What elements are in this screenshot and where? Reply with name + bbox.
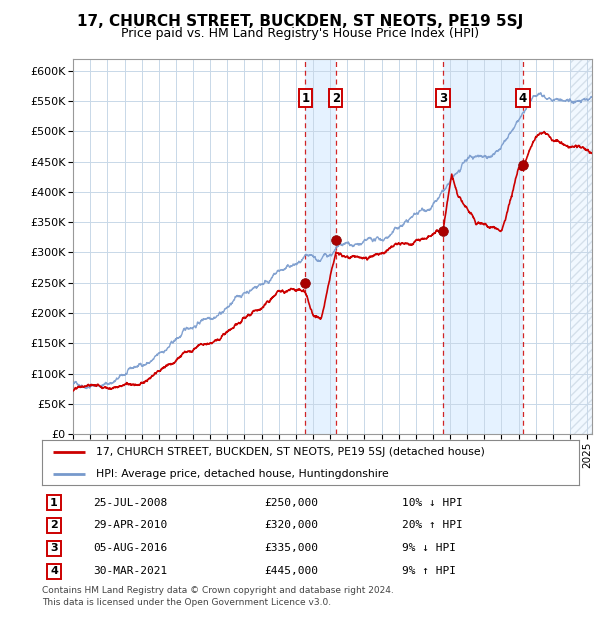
- Text: 20% ↑ HPI: 20% ↑ HPI: [402, 520, 463, 531]
- Text: 05-AUG-2016: 05-AUG-2016: [93, 543, 167, 554]
- Text: £320,000: £320,000: [264, 520, 318, 531]
- Text: 10% ↓ HPI: 10% ↓ HPI: [402, 497, 463, 508]
- Text: 1: 1: [50, 497, 58, 508]
- Text: 2: 2: [332, 92, 340, 105]
- Text: 29-APR-2010: 29-APR-2010: [93, 520, 167, 531]
- Bar: [571, 59, 592, 434]
- Text: 9% ↓ HPI: 9% ↓ HPI: [402, 543, 456, 554]
- Text: 9% ↑ HPI: 9% ↑ HPI: [402, 566, 456, 577]
- Text: 17, CHURCH STREET, BUCKDEN, ST NEOTS, PE19 5SJ: 17, CHURCH STREET, BUCKDEN, ST NEOTS, PE…: [77, 14, 523, 29]
- Text: 17, CHURCH STREET, BUCKDEN, ST NEOTS, PE19 5SJ (detached house): 17, CHURCH STREET, BUCKDEN, ST NEOTS, PE…: [96, 447, 485, 458]
- Text: 30-MAR-2021: 30-MAR-2021: [93, 566, 167, 577]
- Text: Price paid vs. HM Land Registry's House Price Index (HPI): Price paid vs. HM Land Registry's House …: [121, 27, 479, 40]
- Text: HPI: Average price, detached house, Huntingdonshire: HPI: Average price, detached house, Hunt…: [96, 469, 388, 479]
- Text: 3: 3: [50, 543, 58, 554]
- Text: 4: 4: [50, 566, 58, 577]
- Text: £335,000: £335,000: [264, 543, 318, 554]
- Bar: [443, 59, 523, 434]
- Bar: [305, 59, 336, 434]
- Text: 2: 2: [50, 520, 58, 531]
- Text: £445,000: £445,000: [264, 566, 318, 577]
- Text: 25-JUL-2008: 25-JUL-2008: [93, 497, 167, 508]
- Text: 1: 1: [301, 92, 310, 105]
- Text: 3: 3: [439, 92, 447, 105]
- Text: £250,000: £250,000: [264, 497, 318, 508]
- Text: Contains HM Land Registry data © Crown copyright and database right 2024.
This d: Contains HM Land Registry data © Crown c…: [42, 586, 394, 607]
- Text: 4: 4: [519, 92, 527, 105]
